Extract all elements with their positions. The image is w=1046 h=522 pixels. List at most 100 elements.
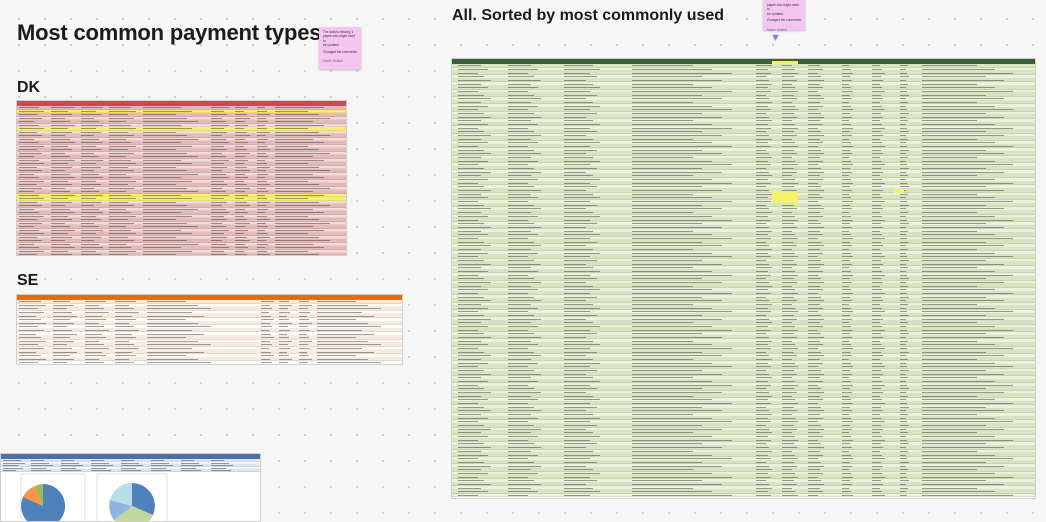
sheet-row [452,390,1035,395]
sheet-row [17,120,346,124]
pie-slice-3 [109,500,132,520]
sheet-row [1,459,260,462]
sticky-note-right[interactable]: payee who might need to be updated. Chan… [763,0,805,32]
sheet-row [452,284,1035,288]
sheet-row [452,346,1035,351]
sheet-row [452,467,1035,472]
sheet-row [452,141,1035,145]
sheet-row [452,328,1035,333]
sheet-row [452,170,1035,175]
sheet-row [452,93,1035,98]
sheet-row [452,401,1035,406]
sheet-row [452,214,1035,219]
sheet-row [452,350,1035,355]
sheet-row [17,155,346,159]
sheet-row [452,276,1035,281]
sheet-row [452,243,1035,248]
sheet-row [452,287,1035,292]
pie-chart-icon [109,483,155,521]
pie-slice-2 [114,506,153,521]
sheet-row [452,111,1035,116]
sheet-row [452,361,1035,366]
sheet-row [17,197,346,201]
sheet-row [452,199,1035,204]
sheet-row [452,137,1035,142]
sheet-row [452,376,1035,380]
sheet-row [452,291,1035,296]
sheet-row [452,357,1035,362]
sheet-row [17,303,402,308]
sticky-note-left[interactable]: The data is missing 1 payee who might ne… [319,27,361,69]
se-spreadsheet[interactable] [16,294,403,365]
sheet-row [452,324,1035,329]
sheet-row [17,353,402,358]
fi-spreadsheet[interactable] [0,453,261,522]
sheet-row [17,310,402,315]
sheet-row [452,155,1035,160]
sheet-row [452,332,1035,336]
sheet-row [452,104,1035,109]
sheet-row [17,165,346,169]
sheet-row [17,246,346,250]
sheet-row [452,475,1035,479]
sheet-row [17,300,402,304]
section-label-se: SE [17,272,39,289]
sheet-row [17,109,346,113]
sheet-row [452,438,1035,443]
sheet-row [452,343,1035,347]
sheet-row [452,247,1035,252]
sheet-row [17,127,346,131]
sheet-row [452,97,1035,101]
sheet-header-row [452,59,1035,64]
sheet-row [17,242,346,246]
sheet-row [452,412,1035,417]
note-author: Martin Husted [767,27,787,32]
sheet-row [452,265,1035,270]
sheet-row [452,471,1035,476]
sheet-row [452,152,1035,156]
sheet-row [17,106,346,110]
highlight-cell [772,191,798,203]
sheet-row [452,339,1035,344]
sheet-row [452,232,1035,237]
sheet-row [17,190,346,194]
sheet-row [17,130,346,134]
sheet-row [452,273,1035,277]
sheet-row [1,469,260,472]
sheet-row [17,314,402,318]
sheet-row [17,361,402,364]
pie-slice-2 [23,486,43,506]
sheet-row [452,354,1035,358]
sheet-row [452,321,1035,325]
dk-spreadsheet[interactable] [16,100,347,256]
sheet-row [452,383,1035,388]
sheet-row [452,236,1035,241]
sheet-row [452,379,1035,384]
sheet-row [17,162,346,166]
note-line: Changed the comments [767,18,801,23]
all-spreadsheet[interactable] [451,58,1036,499]
sheet-row [17,339,402,344]
sheet-row [452,482,1035,487]
sheet-row [452,431,1035,435]
sheet-row [17,137,346,141]
sheet-row [452,64,1035,68]
sheet-row [452,295,1035,299]
sheet-row [452,258,1035,263]
pie-slice-3 [35,484,43,506]
sheet-row [17,169,346,173]
sheet-row [452,210,1035,215]
sheet-row [17,239,346,243]
sheet-row [17,148,346,152]
sheet-row [17,193,346,197]
section-label-dk: DK [17,79,41,96]
sheet-row [1,464,260,467]
sheet-row [452,126,1035,131]
sheet-row [452,269,1035,274]
highlight-cell [894,189,904,193]
sheet-row [452,159,1035,164]
sheet-row [17,179,346,183]
sheet-row [17,346,402,351]
sheet-row [452,218,1035,222]
note-line: be updated. [767,11,784,16]
